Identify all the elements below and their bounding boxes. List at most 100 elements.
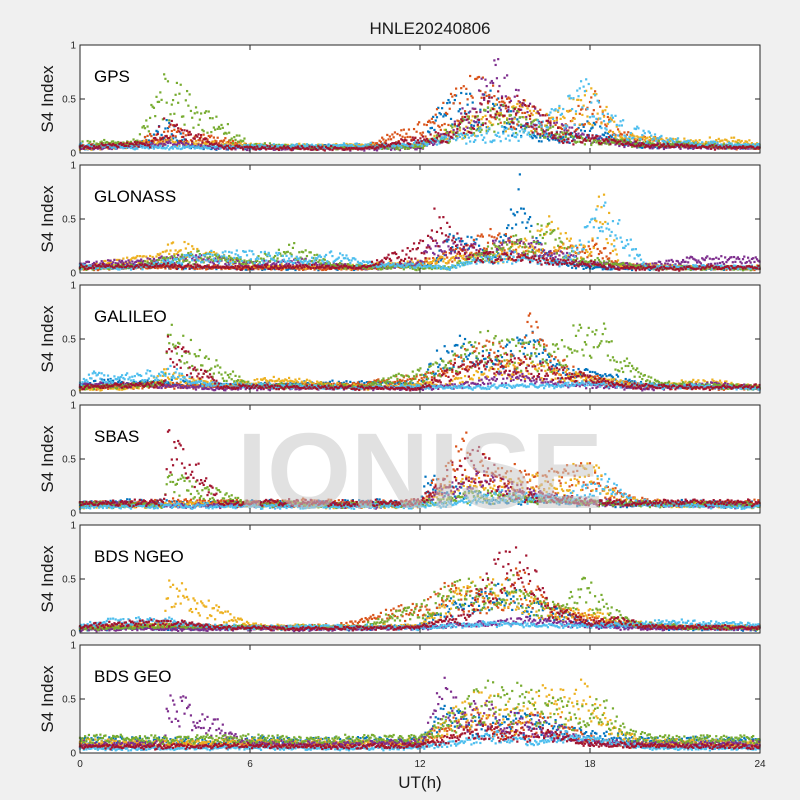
data-point [583,268,585,270]
data-point [107,146,109,148]
data-point [197,124,199,126]
data-point [447,99,449,101]
data-point [477,124,479,126]
data-point [599,135,601,137]
data-point [506,110,508,112]
data-point [500,122,502,124]
data-point [241,146,243,148]
data-point [487,106,489,108]
data-point [488,127,490,129]
data-point [172,135,174,137]
data-point [706,144,708,146]
data-point [538,126,540,128]
data-point [611,114,613,116]
data-point [553,122,555,124]
data-point [430,133,432,135]
data-point [614,140,616,142]
data-point [213,126,215,128]
data-point [437,132,439,134]
data-point [741,140,743,142]
data-point [581,141,583,143]
data-point [423,123,425,125]
data-point [435,119,437,121]
data-point [609,120,611,122]
data-point [454,121,456,123]
data-point [185,134,187,136]
data-point [566,125,568,127]
data-point [597,113,599,115]
data-point [459,126,461,128]
data-point [183,124,185,126]
data-point [449,101,451,103]
data-point [557,137,559,139]
data-point [614,136,616,138]
data-point [382,138,384,140]
data-point [446,113,448,115]
data-point [92,147,94,149]
data-point [562,136,564,138]
data-point [175,141,177,143]
data-point [474,115,476,117]
data-point [524,130,526,132]
data-point [467,98,469,100]
data-point [505,107,507,109]
data-point [561,131,563,133]
data-point [506,227,508,229]
data-point [572,143,574,145]
data-point [385,142,387,144]
data-point [630,132,632,134]
data-point [80,142,82,144]
data-point [226,142,228,144]
data-point [125,145,127,147]
data-point [620,141,622,143]
data-point [516,95,518,97]
data-point [451,126,453,128]
data-point [192,127,194,129]
data-point [164,78,166,80]
data-point [232,140,234,142]
data-point [594,123,596,125]
data-point [549,111,551,113]
data-point [436,134,438,136]
data-point [242,140,244,142]
data-point [231,137,233,139]
data-point [181,129,183,131]
data-point [394,131,396,133]
data-point [552,126,554,128]
data-point [117,141,119,143]
data-point [157,131,159,133]
data-point [134,141,136,143]
data-point [497,58,499,60]
data-point [656,143,658,145]
data-point [515,113,517,115]
data-point [542,114,544,116]
data-point [474,139,476,141]
data-point [525,227,527,229]
data-point [254,146,256,148]
data-point [470,132,472,134]
data-point [470,236,472,238]
data-point [556,119,558,121]
data-point [505,105,507,107]
data-point [459,108,461,110]
data-point [203,130,205,132]
data-point [584,123,586,125]
data-point [685,146,687,148]
data-point [716,142,718,144]
data-point [498,118,500,120]
data-point [518,121,520,123]
data-point [132,143,134,145]
data-point [630,141,632,143]
data-point [525,118,527,120]
data-point [365,144,367,146]
data-point [733,137,735,139]
data-point [177,127,179,129]
data-point [637,127,639,129]
data-point [584,143,586,145]
data-point [492,85,494,87]
data-point [455,248,457,250]
data-point [268,148,270,150]
data-point [223,139,225,141]
data-point [590,87,592,89]
data-point [238,145,240,147]
